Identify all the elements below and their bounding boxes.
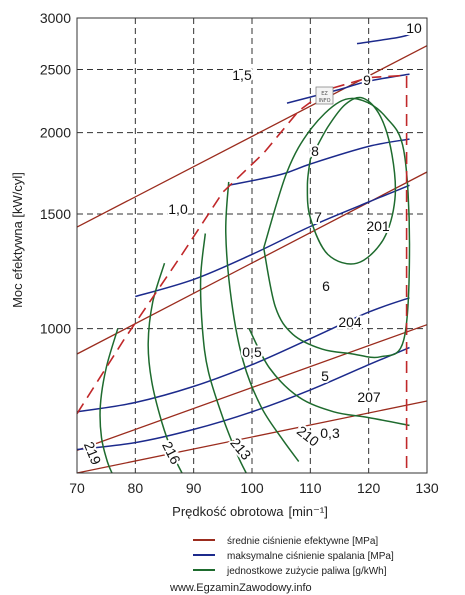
sfc-line-210 xyxy=(225,181,300,462)
mep-label-0-5: 0,5 xyxy=(242,344,262,360)
curve-label-halo: 207 xyxy=(357,389,381,405)
sfc-label-204: 204 xyxy=(338,314,362,330)
mep-label-1-0: 1,0 xyxy=(168,201,188,217)
x-axis-title: Prędkość obrotowa [min⁻¹] xyxy=(172,504,328,519)
x-tick-labels: 70 80 90 100 110 120 130 xyxy=(69,480,439,496)
x-tick-80: 80 xyxy=(128,480,144,496)
y-tick-2500: 2500 xyxy=(40,62,71,78)
pmax-line-5 xyxy=(76,346,410,451)
pmax-line-7 xyxy=(135,184,410,298)
svg-text:INFO: INFO xyxy=(318,98,330,104)
pmax-line-8 xyxy=(228,138,410,187)
curve-label-halo: 0,3 xyxy=(320,425,340,441)
sfc-label-207: 207 xyxy=(357,389,381,405)
legend-label-mep: średnie ciśnienie efektywne [MPa] xyxy=(227,536,378,547)
legend-label-sfc: jednostkowe zużycie paliwa [g/kWh] xyxy=(226,566,387,577)
pmax-label-6: 6 xyxy=(322,278,330,294)
mep-label-1-5: 1,5 xyxy=(232,67,252,83)
curve-label-halo: 6 xyxy=(322,278,330,294)
sfc-label-201: 201 xyxy=(366,218,390,234)
mep-line-1-5 xyxy=(76,45,428,228)
pmax-label-5: 5 xyxy=(321,368,329,384)
x-tick-120: 120 xyxy=(357,480,381,496)
mep-line-0-3 xyxy=(76,400,428,474)
curve-label-halo: 201 xyxy=(366,218,390,234)
pmax-line-10 xyxy=(356,33,410,45)
curve-label-halo: 0,5 xyxy=(242,344,262,360)
pmax-label-8: 8 xyxy=(311,143,319,159)
pmax-label-7: 7 xyxy=(314,209,322,225)
y-tick-labels: 1000 1500 2000 2500 3000 xyxy=(40,10,71,337)
sfc-line-216 xyxy=(147,262,183,474)
x-tick-100: 100 xyxy=(240,480,264,496)
curve-labels: 0,30,30,50,51,01,01,51,55566778899101020… xyxy=(79,18,424,469)
curve-label-halo: 9 xyxy=(363,72,371,88)
curve-label-halo: 7 xyxy=(314,209,322,225)
curve-label-halo: 10 xyxy=(406,20,422,36)
x-tick-70: 70 xyxy=(69,480,85,496)
sfc-line-207 xyxy=(248,328,410,427)
max-combustion-pressure-lines xyxy=(76,33,410,451)
curve-label-halo: 204 xyxy=(338,314,362,330)
boundary-line xyxy=(76,74,408,473)
pmax-line-6 xyxy=(76,297,410,413)
sfc-line-213 xyxy=(199,233,247,474)
watermark: www.EgzaminZawodowy.info xyxy=(169,582,312,594)
logo: EZ INFO xyxy=(315,86,334,105)
sfc-label-216: 216 xyxy=(159,439,184,467)
sfc-line-201 xyxy=(306,96,397,265)
sfc-line-219 xyxy=(99,328,119,474)
sfc-line-204 xyxy=(262,97,411,359)
pmax-line-9 xyxy=(286,73,410,104)
plot-frame xyxy=(76,17,428,474)
legend-label-pmax: maksymalne ciśnienie spalania [MPa] xyxy=(227,551,394,562)
mep-label-0-3: 0,3 xyxy=(320,425,340,441)
sfc-label-210: 210 xyxy=(294,423,322,450)
x-tick-90: 90 xyxy=(186,480,202,496)
y-axis-title: Moc efektywna [kW/cyl] xyxy=(10,172,25,308)
specific-fuel-consumption-lines xyxy=(99,96,411,474)
curve-label-halo: 5 xyxy=(321,368,329,384)
svg-text:EZ: EZ xyxy=(321,91,328,97)
grid xyxy=(77,18,427,473)
y-tick-1500: 1500 xyxy=(40,206,71,222)
y-tick-3000: 3000 xyxy=(40,10,71,26)
curve-label-halo: 8 xyxy=(311,143,319,159)
pmax-label-10: 10 xyxy=(406,20,422,36)
curve-label-halo: 1,5 xyxy=(232,67,252,83)
y-tick-1000: 1000 xyxy=(40,321,71,337)
curve-label-halo: 1,0 xyxy=(168,201,188,217)
boundary-dashed-line xyxy=(76,74,408,473)
sfc-label-219: 219 xyxy=(81,439,105,467)
pmax-label-9: 9 xyxy=(363,72,371,88)
x-tick-110: 110 xyxy=(299,480,322,496)
legend: średnie ciśnienie efektywne [MPa] maksyma… xyxy=(193,536,394,577)
x-tick-130: 130 xyxy=(415,480,439,496)
y-tick-2000: 2000 xyxy=(40,125,71,141)
